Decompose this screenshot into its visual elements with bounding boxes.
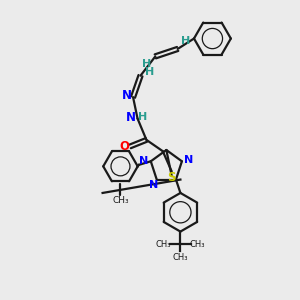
- Text: H: H: [181, 36, 190, 46]
- Text: CH₃: CH₃: [173, 253, 188, 262]
- Text: CH₃: CH₃: [156, 240, 171, 249]
- Text: CH₃: CH₃: [190, 240, 205, 249]
- Text: N: N: [122, 89, 131, 102]
- Text: N: N: [148, 180, 158, 190]
- Text: H: H: [146, 67, 154, 77]
- Text: H: H: [138, 112, 148, 122]
- Text: N: N: [126, 110, 136, 124]
- Text: O: O: [119, 140, 129, 153]
- Text: N: N: [184, 155, 194, 165]
- Text: N: N: [139, 156, 148, 166]
- Text: H: H: [142, 59, 152, 69]
- Text: CH₃: CH₃: [112, 196, 129, 205]
- Text: S: S: [167, 171, 176, 184]
